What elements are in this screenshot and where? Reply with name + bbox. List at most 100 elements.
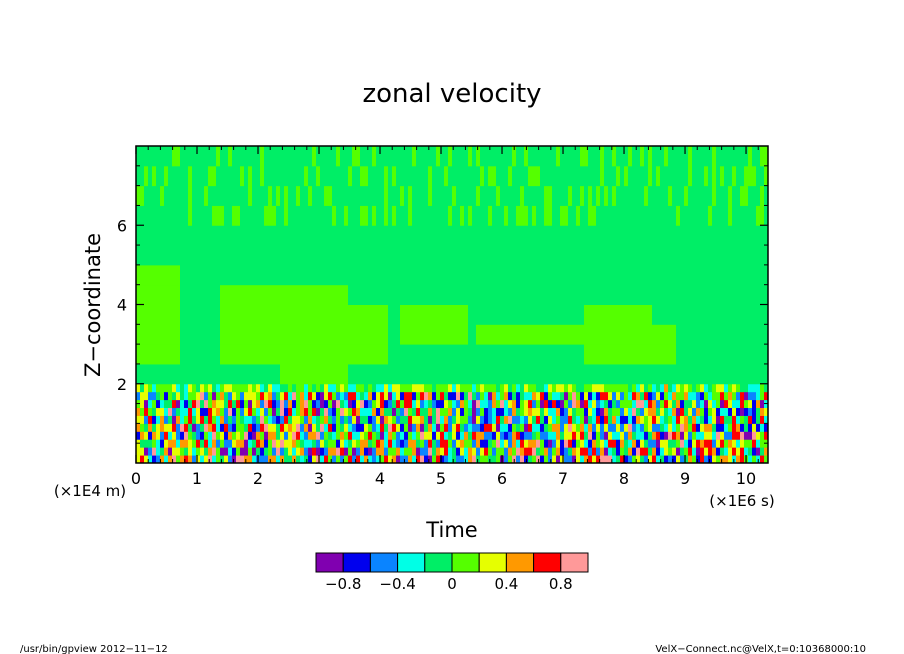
heatmap-cell <box>320 284 325 305</box>
heatmap-cell <box>336 304 341 325</box>
heatmap-cell <box>152 146 157 167</box>
heatmap-cell <box>752 439 757 448</box>
heatmap-cell <box>672 165 677 187</box>
heatmap-cell <box>168 363 173 385</box>
heatmap-cell <box>280 304 285 325</box>
heatmap-cell <box>360 423 365 432</box>
heatmap-cell <box>136 146 141 167</box>
heatmap-cell <box>500 185 505 206</box>
heatmap-cell <box>640 324 645 345</box>
heatmap-cell <box>612 304 617 325</box>
heatmap-cell <box>512 225 517 246</box>
heatmap-cell <box>696 165 701 187</box>
heatmap-cell <box>460 363 465 385</box>
heatmap-cell <box>304 225 309 246</box>
heatmap-cell <box>380 304 385 325</box>
heatmap-cell <box>268 415 273 424</box>
heatmap-cell <box>256 399 261 409</box>
heatmap-cell <box>264 431 269 440</box>
heatmap-cell <box>540 423 545 432</box>
heatmap-cell <box>176 439 181 448</box>
heatmap-cell <box>260 455 265 464</box>
heatmap-cell <box>232 205 237 226</box>
heatmap-cell <box>208 185 213 206</box>
heatmap-cell <box>452 185 457 206</box>
heatmap-cell <box>728 146 733 167</box>
heatmap-cell <box>532 185 537 206</box>
heatmap-cell <box>616 415 621 424</box>
heatmap-cell <box>248 415 253 424</box>
heatmap-cell <box>260 245 265 266</box>
heatmap-cell <box>464 423 469 432</box>
heatmap-cell <box>412 205 417 226</box>
heatmap-cell <box>440 439 445 448</box>
heatmap-cell <box>228 304 233 325</box>
heatmap-cell <box>544 344 549 365</box>
heatmap-cell <box>420 391 425 401</box>
heatmap-cell <box>508 399 513 409</box>
heatmap-cell <box>552 324 557 345</box>
heatmap-cell <box>360 284 365 305</box>
heatmap-cell <box>732 439 737 448</box>
heatmap-cell <box>376 264 381 286</box>
heatmap-cell <box>268 363 273 385</box>
heatmap-cell <box>596 205 601 226</box>
heatmap-cell <box>748 407 753 416</box>
heatmap-cell <box>424 264 429 286</box>
heatmap-cell <box>480 383 485 393</box>
heatmap-cell <box>188 304 193 325</box>
heatmap-cell <box>344 146 349 167</box>
heatmap-cell <box>272 431 277 440</box>
heatmap-cell <box>156 284 161 305</box>
heatmap-cell <box>276 205 281 226</box>
heatmap-cell <box>160 324 165 345</box>
heatmap-cell <box>704 399 709 409</box>
heatmap-cell <box>612 225 617 246</box>
heatmap-cell <box>760 447 765 456</box>
heatmap-cell <box>684 407 689 416</box>
heatmap-cell <box>496 264 501 286</box>
heatmap-cell <box>224 245 229 266</box>
heatmap-cell <box>164 415 169 424</box>
heatmap-cell <box>720 399 725 409</box>
heatmap-cell <box>564 146 569 167</box>
heatmap-cell <box>628 245 633 266</box>
heatmap-cell <box>572 447 577 456</box>
heatmap-cell <box>488 383 493 393</box>
heatmap-cell <box>140 284 145 305</box>
heatmap-cell <box>404 447 409 456</box>
heatmap-cell <box>480 423 485 432</box>
heatmap-cell <box>620 399 625 409</box>
heatmap-cell <box>484 205 489 226</box>
heatmap-cell <box>232 431 237 440</box>
heatmap-cell <box>432 344 437 365</box>
heatmap-cell <box>232 407 237 416</box>
heatmap-cell <box>140 431 145 440</box>
heatmap-cell <box>284 205 289 226</box>
heatmap-cell <box>156 264 161 286</box>
heatmap-cell <box>356 284 361 305</box>
heatmap-cell <box>524 423 529 432</box>
heatmap-cell <box>716 363 721 385</box>
heatmap-cell <box>216 399 221 409</box>
heatmap-cell <box>668 205 673 226</box>
heatmap-cell <box>484 185 489 206</box>
heatmap-cell <box>340 415 345 424</box>
heatmap-cell <box>332 264 337 286</box>
heatmap-cell <box>244 399 249 409</box>
heatmap-cell <box>296 185 301 206</box>
heatmap-cell <box>396 146 401 167</box>
heatmap-cell <box>716 431 721 440</box>
heatmap-cell <box>420 165 425 187</box>
heatmap-cell <box>708 407 713 416</box>
heatmap-cell <box>688 165 693 187</box>
heatmap-cell <box>596 447 601 456</box>
heatmap-cell <box>356 185 361 206</box>
heatmap-cell <box>392 225 397 246</box>
heatmap-cell <box>460 245 465 266</box>
heatmap-cell <box>400 205 405 226</box>
heatmap-cell <box>440 415 445 424</box>
heatmap-cell <box>724 185 729 206</box>
heatmap-cell <box>700 304 705 325</box>
heatmap-cell <box>528 455 533 464</box>
